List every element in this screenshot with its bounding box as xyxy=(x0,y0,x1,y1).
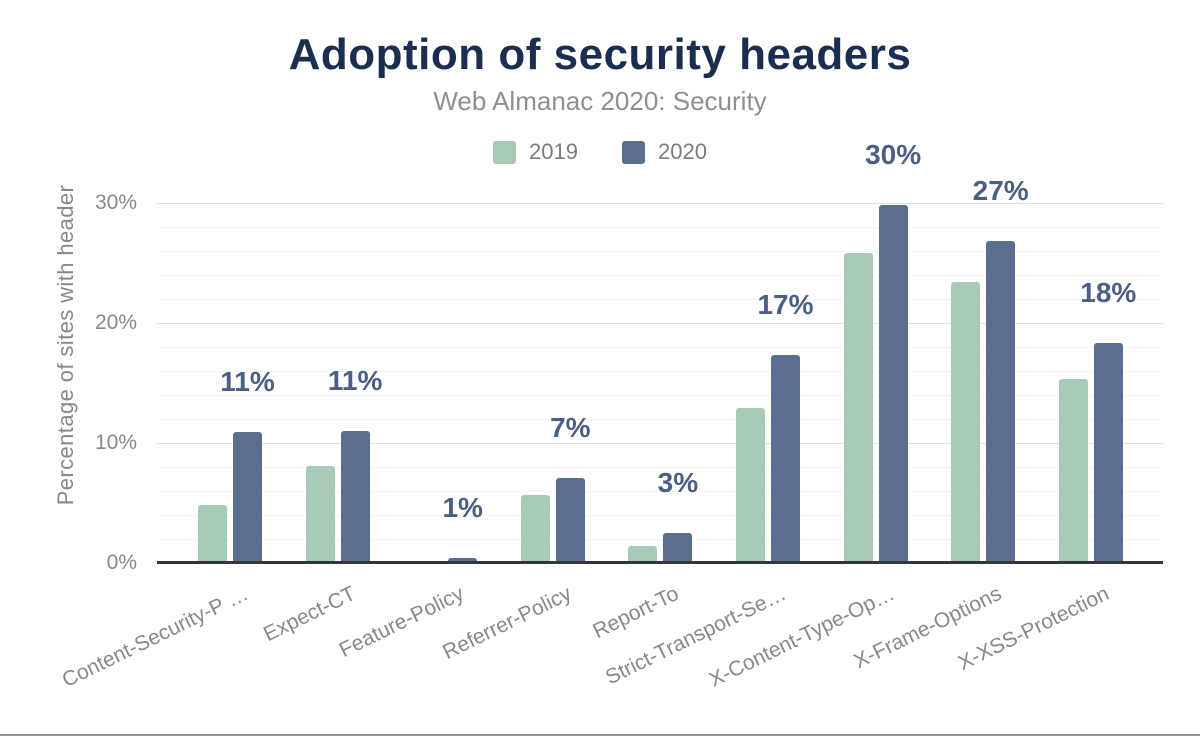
plot-area: 11% 11% 1% 7% 3% 17% 30% 27% 18% xyxy=(157,141,1163,564)
bar-value-label: 3% xyxy=(657,467,699,498)
bar-value-label: 27% xyxy=(972,175,1029,207)
y-tick-label: 20% xyxy=(94,311,137,334)
x-category-label: X-Content-Type-Op… xyxy=(705,582,898,692)
chart-subtitle: Web Almanac 2020: Security xyxy=(433,86,767,116)
bar-2020-5[interactable] xyxy=(663,533,693,563)
minor-gridline xyxy=(157,299,1163,300)
legend-swatch-2019 xyxy=(493,140,517,164)
chart-title: Adoption of security headers xyxy=(288,30,912,79)
minor-gridline xyxy=(157,491,1163,492)
bar-2020-8[interactable] xyxy=(986,241,1016,563)
bar-2020-9[interactable] xyxy=(1093,343,1123,563)
bar-2020-6[interactable] xyxy=(771,355,800,563)
minor-gridline xyxy=(157,371,1163,372)
y-tick-label: 0% xyxy=(106,551,137,574)
minor-gridline xyxy=(157,347,1163,348)
bar-2019-4[interactable] xyxy=(520,494,550,563)
bar-2020-3[interactable] xyxy=(448,558,478,563)
y-axis-title: Percentage of sites with header xyxy=(53,184,78,506)
bar-value-label: 7% xyxy=(550,411,591,443)
bar-value-label: 17% xyxy=(757,289,814,321)
page-divider xyxy=(0,734,1200,736)
bar-2020-1[interactable] xyxy=(233,432,262,563)
bar-2020-4[interactable] xyxy=(555,477,585,563)
bar-2020-2[interactable] xyxy=(340,431,370,563)
minor-gridline xyxy=(157,515,1163,516)
legend-label-2020: 2020 xyxy=(658,139,707,164)
minor-gridline xyxy=(157,395,1163,396)
legend-item-2020: 2020 xyxy=(622,139,707,165)
bar-2019-6[interactable] xyxy=(736,408,765,563)
y-tick-label: 10% xyxy=(94,431,137,454)
bar-2019-7[interactable] xyxy=(843,253,873,563)
minor-gridline xyxy=(157,467,1163,468)
minor-gridline xyxy=(157,251,1163,252)
bar-value-label: 18% xyxy=(1080,277,1137,309)
major-gridline xyxy=(157,203,1163,204)
major-gridline xyxy=(157,323,1163,324)
bar-2020-7[interactable] xyxy=(878,205,908,563)
minor-gridline xyxy=(157,539,1163,540)
x-category-label: Content-Security-P … xyxy=(58,582,253,693)
legend-label-2019: 2019 xyxy=(529,139,578,164)
bar-value-label: 11% xyxy=(220,366,275,398)
minor-gridline xyxy=(157,227,1163,228)
bar-2019-9[interactable] xyxy=(1058,379,1088,563)
minor-gridline xyxy=(157,275,1163,276)
y-tick-label: 30% xyxy=(94,191,137,214)
x-category-label: Strict-Transport-Se… xyxy=(602,582,791,690)
chart-legend: 2019 2020 xyxy=(0,139,1200,165)
x-axis-line xyxy=(157,561,1163,564)
bar-value-label: 1% xyxy=(442,492,483,524)
bar-2019-8[interactable] xyxy=(951,282,981,563)
bar-2019-1[interactable] xyxy=(198,505,227,563)
legend-swatch-2020 xyxy=(622,140,645,164)
minor-gridline xyxy=(157,419,1163,420)
bar-2019-5[interactable] xyxy=(628,546,658,563)
major-gridline xyxy=(157,443,1163,444)
bar-2019-2[interactable] xyxy=(305,465,335,563)
bar-value-label: 30% xyxy=(865,139,922,171)
legend-item-2019: 2019 xyxy=(493,139,578,165)
bar-value-label: 11% xyxy=(327,365,383,396)
